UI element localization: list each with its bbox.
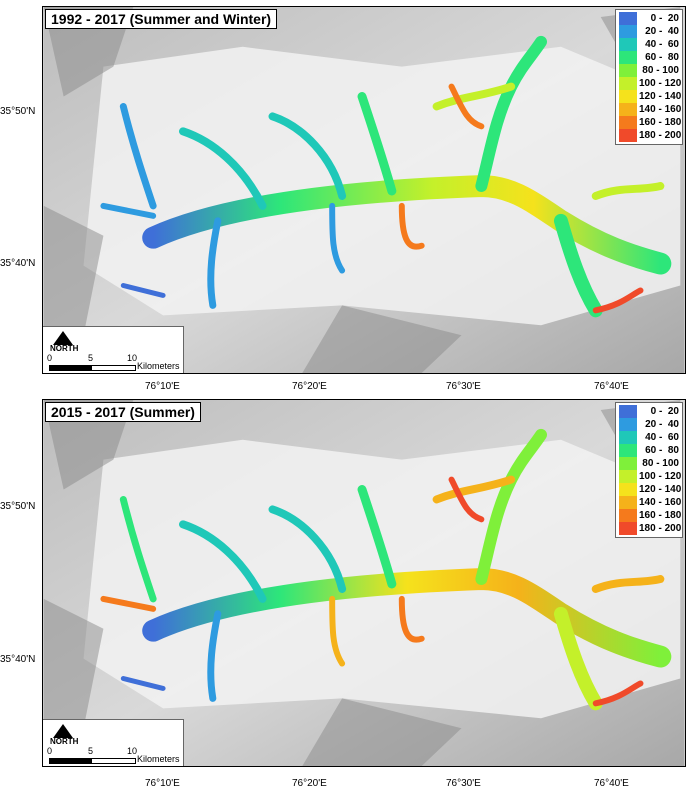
- legend-row: 140 - 160: [619, 103, 682, 116]
- lon-label: 76°20'E: [292, 778, 327, 789]
- legend-label: 100 - 120: [639, 78, 682, 89]
- glacier-map-top: [43, 7, 685, 373]
- velocity-legend: 0 - 20 20 - 40 40 - 60 60 - 80 80 - 100 …: [615, 402, 683, 538]
- legend-label: 180 - 200: [639, 523, 682, 534]
- scale-unit: Kilometers: [137, 754, 180, 764]
- lat-label: 35°50'N: [0, 501, 36, 512]
- map-panel-bottom: 2015 - 2017 (Summer) 0 - 20 20 - 40 40 -…: [42, 399, 686, 767]
- legend-label: 180 - 200: [639, 130, 682, 141]
- legend-label: 80 - 100: [642, 65, 679, 76]
- lon-label: 76°40'E: [594, 778, 629, 789]
- north-label: NORTH: [50, 344, 79, 353]
- legend-row: 0 - 20: [619, 12, 679, 25]
- legend-label: 160 - 180: [639, 117, 682, 128]
- legend-label: 160 - 180: [639, 510, 682, 521]
- scale-tick: 5: [88, 746, 94, 756]
- scale-tick: 10: [127, 353, 138, 363]
- legend-row: 180 - 200: [619, 522, 682, 535]
- panel-title: 1992 - 2017 (Summer and Winter): [45, 9, 278, 29]
- panel-title: 2015 - 2017 (Summer): [45, 402, 201, 422]
- map-panel-top: 1992 - 2017 (Summer and Winter) 0 - 20 2…: [42, 6, 686, 374]
- legend-label: 20 - 40: [645, 26, 679, 37]
- scale-bar: [49, 758, 136, 764]
- legend-row: 0 - 20: [619, 405, 679, 418]
- north-arrow-icon: [53, 724, 73, 738]
- legend-label: 120 - 140: [639, 484, 682, 495]
- legend-row: 60 - 80: [619, 51, 679, 64]
- legend-row: 120 - 140: [619, 483, 682, 496]
- legend-label: 120 - 140: [639, 91, 682, 102]
- glacier-map-bottom: [43, 400, 685, 766]
- legend-label: 100 - 120: [639, 471, 682, 482]
- scale-tick: 5: [88, 353, 94, 363]
- lon-label: 76°30'E: [446, 381, 481, 392]
- north-label: NORTH: [50, 737, 79, 746]
- lat-label: 35°40'N: [0, 654, 36, 665]
- scale-box: NORTH 0 5 10 Kilometers: [43, 719, 184, 766]
- legend-label: 0 - 20: [650, 406, 679, 417]
- legend-label: 40 - 60: [645, 39, 679, 50]
- lat-label: 35°50'N: [0, 106, 36, 117]
- lon-label: 76°30'E: [446, 778, 481, 789]
- lon-label: 76°40'E: [594, 381, 629, 392]
- legend-row: 80 - 100: [619, 64, 679, 77]
- legend-row: 40 - 60: [619, 431, 679, 444]
- legend-row: 160 - 180: [619, 116, 682, 129]
- legend-label: 40 - 60: [645, 432, 679, 443]
- scale-tick: 0: [47, 746, 53, 756]
- scale-tick: 0: [47, 353, 53, 363]
- legend-row: 180 - 200: [619, 129, 682, 142]
- legend-label: 60 - 80: [645, 52, 679, 63]
- legend-row: 60 - 80: [619, 444, 679, 457]
- scale-bar: [49, 365, 136, 371]
- lon-label: 76°20'E: [292, 381, 327, 392]
- lon-label: 76°10'E: [145, 778, 180, 789]
- legend-row: 40 - 60: [619, 38, 679, 51]
- legend-row: 160 - 180: [619, 509, 682, 522]
- legend-label: 80 - 100: [642, 458, 679, 469]
- legend-label: 140 - 160: [639, 104, 682, 115]
- legend-row: 140 - 160: [619, 496, 682, 509]
- north-arrow-icon: [53, 331, 73, 345]
- scale-box: NORTH 0 5 10 Kilometers: [43, 326, 184, 373]
- legend-row: 80 - 100: [619, 457, 679, 470]
- legend-row: 100 - 120: [619, 77, 682, 90]
- legend-label: 60 - 80: [645, 445, 679, 456]
- glacier-velocity-top: [100, 35, 672, 318]
- legend-label: 20 - 40: [645, 419, 679, 430]
- scale-unit: Kilometers: [137, 361, 180, 371]
- legend-label: 0 - 20: [650, 13, 679, 24]
- legend-row: 20 - 40: [619, 25, 679, 38]
- scale-tick: 10: [127, 746, 138, 756]
- velocity-legend: 0 - 20 20 - 40 40 - 60 60 - 80 80 - 100 …: [615, 9, 683, 145]
- legend-row: 100 - 120: [619, 470, 682, 483]
- lon-label: 76°10'E: [145, 381, 180, 392]
- lat-label: 35°40'N: [0, 258, 36, 269]
- legend-row: 120 - 140: [619, 90, 682, 103]
- legend-row: 20 - 40: [619, 418, 679, 431]
- legend-label: 140 - 160: [639, 497, 682, 508]
- glacier-velocity-bottom: [100, 428, 672, 711]
